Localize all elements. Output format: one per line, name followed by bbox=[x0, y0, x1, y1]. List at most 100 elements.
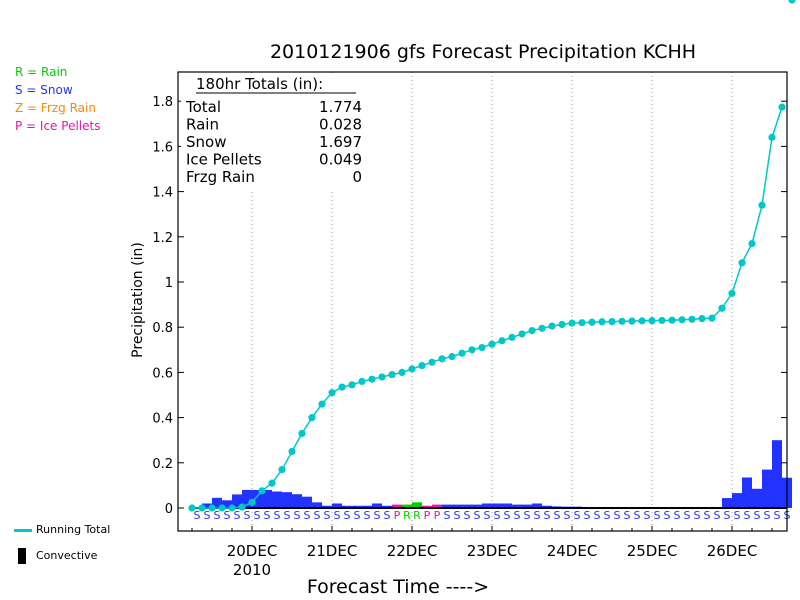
running-total-point bbox=[458, 349, 466, 357]
precip-type-label: S bbox=[534, 509, 541, 522]
running-total-point bbox=[488, 340, 496, 348]
running-total-point bbox=[648, 317, 656, 325]
precip-type-label: S bbox=[334, 509, 341, 522]
totals-row-value: 1.697 bbox=[319, 133, 362, 151]
running-total-point bbox=[358, 377, 366, 386]
precip-bar bbox=[252, 489, 262, 508]
x-tick-label: 24DEC bbox=[547, 542, 598, 560]
precip-type-label: S bbox=[624, 509, 631, 522]
running-total-point bbox=[698, 315, 706, 323]
running-total-point bbox=[598, 318, 606, 326]
running-total-point bbox=[398, 368, 406, 376]
x-axis-label: Forecast Time ----> bbox=[307, 576, 489, 598]
running-total-point bbox=[718, 304, 726, 312]
precip-type-label: S bbox=[614, 509, 621, 522]
running-total-point bbox=[758, 201, 766, 209]
running-total-point bbox=[748, 239, 756, 248]
precip-type-label: S bbox=[554, 509, 561, 522]
running-total-point bbox=[448, 352, 456, 361]
precip-type-label: S bbox=[494, 509, 501, 522]
running-total-point bbox=[678, 316, 686, 324]
running-total-point bbox=[728, 289, 736, 297]
running-total-point bbox=[428, 358, 436, 366]
precip-type-label: S bbox=[694, 509, 701, 522]
precip-type-label: S bbox=[194, 509, 201, 522]
precip-type-label: S bbox=[374, 509, 381, 522]
running-total-point bbox=[628, 317, 636, 325]
precip-type-label: S bbox=[204, 509, 211, 522]
precip-bar bbox=[472, 504, 482, 508]
precip-type-label: S bbox=[664, 509, 671, 522]
y-tick-label: 1 bbox=[165, 276, 173, 291]
precip-bar bbox=[292, 494, 302, 508]
plot-frame bbox=[177, 71, 788, 532]
x-tick-label: 25DEC bbox=[627, 542, 678, 560]
running-total-point bbox=[328, 389, 336, 397]
running-total-point bbox=[638, 317, 646, 325]
running-total-point bbox=[298, 429, 306, 438]
precip-type-label: S bbox=[684, 509, 691, 522]
running-total-point bbox=[768, 133, 776, 141]
running-total-point bbox=[438, 355, 446, 363]
precip-bar bbox=[212, 497, 222, 508]
precip-type-label: R bbox=[403, 509, 411, 522]
x-tick-label: 20DEC bbox=[227, 542, 278, 560]
precip-bar bbox=[492, 503, 502, 508]
precip-type-label: S bbox=[504, 509, 511, 522]
running-total-point bbox=[688, 315, 696, 323]
totals-row-label: Ice Pellets bbox=[186, 151, 262, 169]
precip-bar bbox=[512, 504, 522, 508]
precip-type-label: S bbox=[324, 509, 331, 522]
chart-title: 2010121906 gfs Forecast Precipitation KC… bbox=[270, 41, 696, 63]
running-total-point bbox=[408, 365, 416, 373]
precip-type-label: S bbox=[214, 509, 221, 522]
running-total-point bbox=[268, 479, 276, 487]
precip-bar bbox=[462, 504, 472, 508]
precip-bar bbox=[382, 505, 392, 508]
running-total-point bbox=[608, 317, 616, 326]
running-total-point bbox=[588, 318, 596, 326]
precip-bar bbox=[242, 489, 252, 508]
precip-bar bbox=[412, 502, 422, 508]
precip-bar bbox=[762, 469, 772, 508]
convective-label: Convective bbox=[36, 549, 98, 562]
running-total-point bbox=[668, 316, 676, 324]
legend-rain: R = Rain bbox=[15, 65, 68, 79]
precip-type-label: S bbox=[444, 509, 451, 522]
precip-type-label: S bbox=[654, 509, 661, 522]
precip-type-label: S bbox=[564, 509, 571, 522]
x-tick-label: 23DEC bbox=[467, 542, 518, 560]
precip-type-label: S bbox=[594, 509, 601, 522]
precip-type-label: S bbox=[244, 509, 251, 522]
totals-row-value: 0.049 bbox=[319, 151, 362, 169]
precip-type-label: S bbox=[754, 509, 761, 522]
running-total-point bbox=[498, 337, 506, 345]
running-total-point bbox=[468, 346, 476, 354]
precip-bar bbox=[522, 504, 532, 508]
precip-type-label: S bbox=[224, 509, 231, 522]
running-total-point bbox=[368, 375, 376, 383]
y-tick-label: 0.4 bbox=[152, 412, 173, 427]
running-total-point bbox=[308, 414, 316, 422]
running-total-point bbox=[708, 314, 716, 322]
y-tick-label: 0.2 bbox=[152, 457, 173, 472]
precip-type-label: S bbox=[284, 509, 291, 522]
x-tick-label: 21DEC bbox=[307, 542, 358, 560]
precip-type-label: S bbox=[304, 509, 311, 522]
running-total-point bbox=[198, 504, 206, 512]
running-total-point bbox=[788, 0, 796, 4]
running-total-point bbox=[778, 103, 786, 111]
precip-type-label: S bbox=[514, 509, 521, 522]
precip-bar bbox=[232, 494, 242, 508]
precip-type-label: S bbox=[744, 509, 751, 522]
y-tick-label: 1.4 bbox=[152, 186, 173, 201]
precip-type-label: S bbox=[674, 509, 681, 522]
precip-bar bbox=[502, 503, 512, 508]
precip-bar bbox=[362, 505, 372, 508]
precip-bar bbox=[392, 504, 402, 508]
precip-bar bbox=[302, 496, 312, 508]
precip-bar bbox=[542, 505, 552, 508]
totals-row-value: 1.774 bbox=[319, 98, 362, 116]
legend-frzg-rain: Z = Frzg Rain bbox=[15, 101, 96, 115]
totals-row-label: Total bbox=[185, 98, 221, 116]
